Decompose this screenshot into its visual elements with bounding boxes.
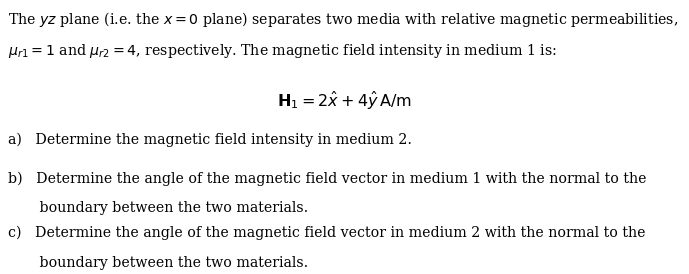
Text: b)   Determine the angle of the magnetic field vector in medium 1 with the norma: b) Determine the angle of the magnetic f… (8, 171, 647, 186)
Text: The $yz$ plane (i.e. the $x = 0$ plane) separates two media with relative magnet: The $yz$ plane (i.e. the $x = 0$ plane) … (8, 10, 679, 28)
Text: $\mathbf{H}_1 = 2\hat{x} + 4\hat{y}\,\mathrm{A/m}$: $\mathbf{H}_1 = 2\hat{x} + 4\hat{y}\,\ma… (277, 90, 412, 112)
Text: a)   Determine the magnetic field intensity in medium 2.: a) Determine the magnetic field intensit… (8, 133, 412, 147)
Text: boundary between the two materials.: boundary between the two materials. (8, 201, 309, 215)
Text: $\mu_{r1} = 1$ and $\mu_{r2} = 4$, respectively. The magnetic field intensity in: $\mu_{r1} = 1$ and $\mu_{r2} = 4$, respe… (8, 42, 557, 61)
Text: boundary between the two materials.: boundary between the two materials. (8, 256, 309, 270)
Text: c)   Determine the angle of the magnetic field vector in medium 2 with the norma: c) Determine the angle of the magnetic f… (8, 226, 646, 241)
